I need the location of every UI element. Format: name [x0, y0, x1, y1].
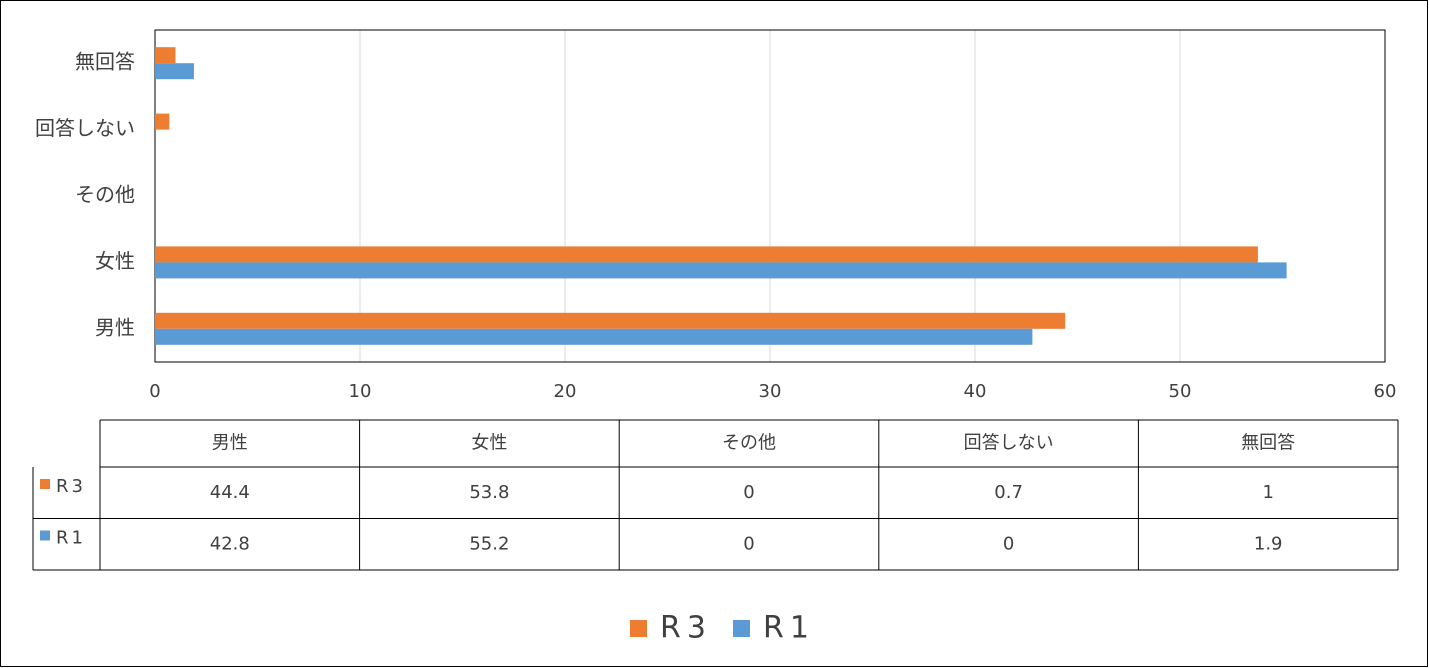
table-cell: 1.9 — [1254, 533, 1283, 554]
bar — [155, 63, 194, 80]
bar — [155, 113, 170, 130]
table-header: その他 — [722, 433, 776, 454]
x-tick-label: 10 — [349, 381, 372, 402]
legend-label: R1 — [763, 611, 815, 646]
table-cell: 0.7 — [994, 482, 1023, 503]
table-cell: 55.2 — [469, 533, 509, 554]
x-tick-label: 20 — [554, 381, 577, 402]
y-tick-label: その他 — [75, 183, 135, 207]
table-cell: 42.8 — [210, 533, 250, 554]
table-cell: 0 — [1003, 533, 1014, 554]
table-cell: 1 — [1262, 482, 1273, 503]
table-row-label: R1 — [56, 528, 86, 549]
table-cell: 53.8 — [469, 482, 509, 503]
x-tick-label: 60 — [1374, 381, 1397, 402]
table-header: 回答しない — [964, 433, 1054, 454]
bar — [155, 312, 1066, 329]
x-tick-label: 30 — [759, 381, 782, 402]
bar — [155, 328, 1033, 345]
x-tick-label: 50 — [1169, 381, 1192, 402]
table-cell: 0 — [743, 482, 754, 503]
table-header: 男性 — [212, 433, 248, 454]
bar — [155, 262, 1287, 279]
y-tick-label: 男性 — [95, 315, 135, 339]
bar — [155, 47, 176, 64]
table-header: 無回答 — [1241, 433, 1295, 454]
legend-key — [630, 620, 647, 637]
table-header: 女性 — [471, 433, 507, 454]
x-tick-label: 0 — [149, 381, 160, 402]
table-row-label: R3 — [56, 476, 86, 497]
plot-border — [154, 29, 1386, 363]
table-key — [40, 479, 50, 489]
legend-key — [733, 620, 750, 637]
table-key — [40, 530, 50, 541]
legend-label: R3 — [660, 611, 712, 646]
y-tick-label: 女性 — [95, 249, 135, 273]
table-cell: 0 — [743, 533, 754, 554]
table-cell: 44.4 — [210, 482, 250, 503]
y-tick-label: 回答しない — [35, 116, 135, 140]
y-tick-label: 無回答 — [75, 50, 135, 74]
bar — [155, 246, 1258, 263]
x-tick-label: 40 — [964, 381, 987, 402]
